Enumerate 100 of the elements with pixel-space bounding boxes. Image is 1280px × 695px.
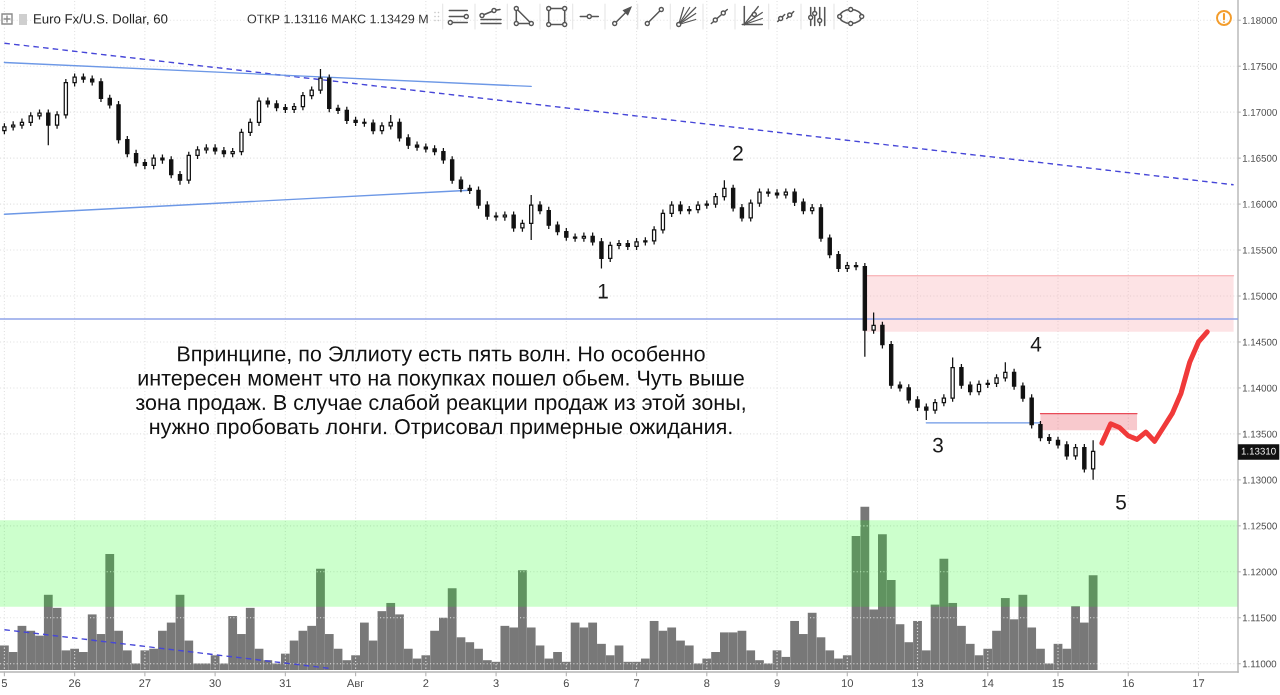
candlestick xyxy=(291,102,297,114)
candlestick xyxy=(353,116,358,127)
candlestick xyxy=(976,379,982,396)
x-tick-label: 6 xyxy=(563,679,569,688)
candlestick xyxy=(888,340,894,390)
candlestick xyxy=(89,74,95,87)
x-tick-label: 2 xyxy=(423,679,429,687)
candlestick xyxy=(344,106,350,125)
candlestick xyxy=(915,395,920,412)
y-tick-label: 1.13000 xyxy=(1242,476,1277,484)
candlestick xyxy=(327,73,332,113)
candlestick xyxy=(985,379,990,389)
y-tick-label: 1.18000 xyxy=(1242,16,1277,24)
x-tick-label: 15 xyxy=(1052,679,1064,688)
candlestick xyxy=(722,179,727,202)
candlestick xyxy=(423,142,429,154)
candlestick xyxy=(151,153,156,170)
candlestick xyxy=(730,184,736,213)
x-tick-label: 3 xyxy=(493,679,499,688)
candlestick xyxy=(748,198,753,223)
candlestick xyxy=(766,187,771,198)
candlestick xyxy=(809,203,815,215)
y-tick-label: 1.14000 xyxy=(1242,384,1277,392)
candlestick xyxy=(783,187,789,200)
candlestick xyxy=(616,239,622,250)
candlestick xyxy=(485,200,490,221)
candlestick xyxy=(950,356,955,403)
candlestick xyxy=(1073,443,1078,461)
candlestick xyxy=(19,117,25,130)
candlestick xyxy=(37,108,42,121)
candlestick xyxy=(651,225,657,246)
candlestick xyxy=(239,128,244,156)
candlestick xyxy=(221,146,227,158)
candlestick xyxy=(248,117,253,137)
candlestick xyxy=(932,398,938,415)
candlestick xyxy=(265,96,270,109)
candlestick xyxy=(660,208,666,235)
candlestick xyxy=(678,200,683,215)
candlestick xyxy=(1020,381,1026,403)
candlestick xyxy=(256,96,262,127)
candlestick xyxy=(46,108,51,146)
candlestick xyxy=(362,117,367,128)
candlestick xyxy=(941,393,947,407)
candlestick xyxy=(125,135,130,158)
annotation: 5 xyxy=(1116,495,1126,510)
candlestick xyxy=(845,261,850,273)
candlestick xyxy=(493,211,499,222)
candlestick xyxy=(669,200,674,218)
candlestick xyxy=(853,261,859,271)
candlestick xyxy=(309,85,314,100)
x-tick-label: 5 xyxy=(1,679,8,688)
candlestick xyxy=(739,203,745,223)
candlestick xyxy=(590,231,595,247)
candlestick xyxy=(713,192,718,209)
candlestick xyxy=(379,121,385,135)
candlestick xyxy=(581,231,587,243)
candlestick xyxy=(924,402,929,421)
candlestick xyxy=(862,262,868,358)
candlestick xyxy=(1090,439,1096,481)
x-tick-label: 7 xyxy=(634,679,640,687)
text: ОТКР 1.13116 МАКС 1.13429 М xyxy=(247,14,428,24)
x-tick-label: 30 xyxy=(209,679,221,688)
candlestick xyxy=(774,188,780,200)
candlestick xyxy=(528,194,534,241)
candlestick xyxy=(98,77,104,103)
candlestick xyxy=(1011,368,1017,391)
candlestick xyxy=(283,103,288,114)
candlestick xyxy=(476,185,481,210)
y-tick-label: 1.14500 xyxy=(1242,338,1277,346)
candlestick xyxy=(968,380,973,396)
candlestick xyxy=(467,184,472,195)
candlestick xyxy=(142,158,148,170)
y-tick-label: 1.15000 xyxy=(1242,292,1277,300)
candlestick xyxy=(871,311,876,335)
x-tick-label: 9 xyxy=(774,679,780,688)
candlestick xyxy=(72,72,77,88)
candlestick xyxy=(1082,443,1087,474)
annotation: 1 xyxy=(598,284,608,299)
candlestick xyxy=(449,155,455,185)
candlestick xyxy=(230,147,235,158)
candlestick xyxy=(274,99,279,112)
candlestick xyxy=(827,233,832,259)
candlestick xyxy=(458,175,464,193)
candlestick xyxy=(133,149,139,168)
y-tick-label: 1.16500 xyxy=(1242,154,1277,162)
candlestick xyxy=(186,151,191,185)
candlestick xyxy=(836,250,841,273)
candlestick xyxy=(1038,420,1043,442)
candlestick xyxy=(54,110,60,130)
x-tick-label: 31 xyxy=(279,679,291,688)
candlestick xyxy=(1029,393,1034,430)
text: 1.13310 xyxy=(1241,447,1276,455)
candlestick xyxy=(599,237,604,270)
y-tick-label: 1.16000 xyxy=(1242,200,1277,208)
candlestick xyxy=(520,219,525,233)
candlestick xyxy=(107,94,112,110)
y-tick-label: 1.17500 xyxy=(1242,62,1277,70)
y-tick-label: 1.11500 xyxy=(1242,614,1277,622)
candlestick xyxy=(204,143,209,155)
text: Euro Fx/U.S. Dollar, 60 xyxy=(34,13,168,26)
